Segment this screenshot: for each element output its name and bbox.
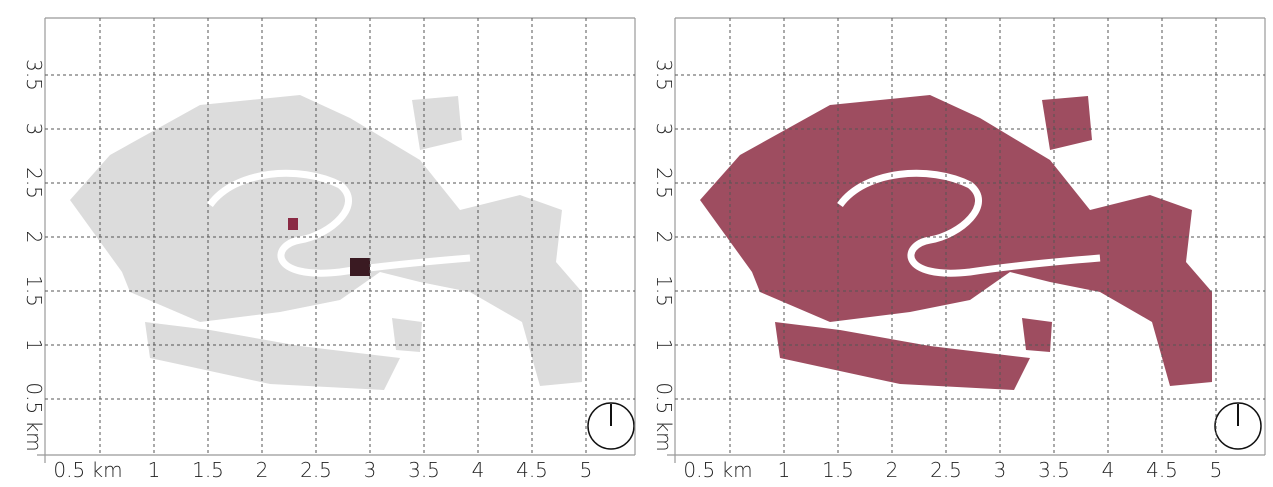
x-label: 4: [1102, 458, 1115, 482]
compass-right: [1215, 403, 1261, 449]
compass-left: [588, 403, 634, 449]
x-label: 5: [1210, 458, 1223, 482]
y-label: 1.5: [22, 275, 46, 307]
y-label: 0.5 km: [652, 382, 676, 451]
x-label: 1.5: [822, 458, 854, 482]
x-label: 1: [148, 458, 161, 482]
x-label: 2: [886, 458, 899, 482]
figure: 0.5 km 1 1.5 2 2.5 3 3.5 4 4.5 5 0.5 km 1 1.5 2 2.5 3 3.…: [0, 0, 1273, 483]
x-label: 2.5: [300, 458, 332, 482]
x-label: 4.5: [516, 458, 548, 482]
y-label: 1.5: [652, 275, 676, 307]
map-right: [700, 95, 1212, 390]
x-label: 2.5: [930, 458, 962, 482]
y-label: 1: [652, 339, 676, 352]
x-label: 2: [256, 458, 269, 482]
map-left: [70, 95, 582, 390]
x-label: 0.5 km: [53, 458, 122, 482]
y-label: 2: [652, 231, 676, 244]
page: {"panels": [ {"x_labels": ["0.5 km", "1"…: [0, 0, 1273, 483]
y-label: 1: [22, 339, 46, 352]
y-label: 3: [22, 123, 46, 136]
y-label: 2.5: [652, 167, 676, 199]
x-label: 1: [778, 458, 791, 482]
x-label: 4: [472, 458, 485, 482]
y-label: 3.5: [652, 59, 676, 91]
y-label: 3.5: [22, 59, 46, 91]
y-label: 3: [652, 123, 676, 136]
x-label: 3: [364, 458, 377, 482]
x-label: 4.5: [1146, 458, 1178, 482]
x-label: 3: [994, 458, 1007, 482]
y-label: 2: [22, 231, 46, 244]
y-label: 2.5: [22, 167, 46, 199]
x-label: 0.5 km: [683, 458, 752, 482]
x-label: 3.5: [408, 458, 440, 482]
x-label: 1.5: [192, 458, 224, 482]
y-label: 0.5 km: [22, 382, 46, 451]
x-label: 3.5: [1038, 458, 1070, 482]
x-label: 5: [580, 458, 593, 482]
